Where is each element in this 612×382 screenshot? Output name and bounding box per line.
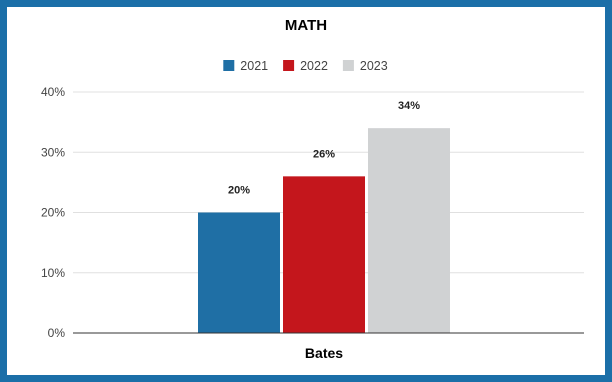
math-bar-chart: MATH 2021 2022 2023 0% 10% 20% 30% 40% 20% 26% 3… [41, 17, 584, 361]
legend-swatch-2021 [223, 60, 235, 71]
chart-bars [198, 128, 450, 333]
x-axis: Bates [305, 345, 343, 361]
data-label-2022: 26% [313, 148, 335, 160]
chart-panel: MATH 2021 2022 2023 0% 10% 20% 30% 40% 20% 26% 3… [7, 7, 605, 375]
chart-data-labels: 20% 26% 34% [228, 100, 420, 196]
chart-title: MATH [285, 17, 327, 34]
bar-2021 [198, 212, 280, 333]
y-tick-label: 40% [41, 85, 65, 99]
bar-2022 [283, 176, 365, 333]
x-category-label: Bates [305, 345, 343, 361]
data-label-2021: 20% [228, 185, 250, 197]
y-tick-label: 0% [48, 326, 66, 340]
y-tick-label: 20% [41, 206, 65, 220]
legend-swatch-2023 [342, 60, 354, 71]
chart-legend: 2021 2022 2023 [223, 59, 388, 73]
y-tick-label: 30% [41, 145, 65, 159]
legend-label-2022: 2022 [300, 59, 328, 73]
legend-label-2023: 2023 [360, 59, 388, 73]
bar-2023 [368, 128, 450, 333]
data-label-2023: 34% [398, 100, 420, 112]
y-axis: 0% 10% 20% 30% 40% [41, 85, 65, 340]
y-tick-label: 10% [41, 266, 65, 280]
legend-label-2021: 2021 [240, 59, 268, 73]
legend-swatch-2022 [283, 60, 295, 71]
